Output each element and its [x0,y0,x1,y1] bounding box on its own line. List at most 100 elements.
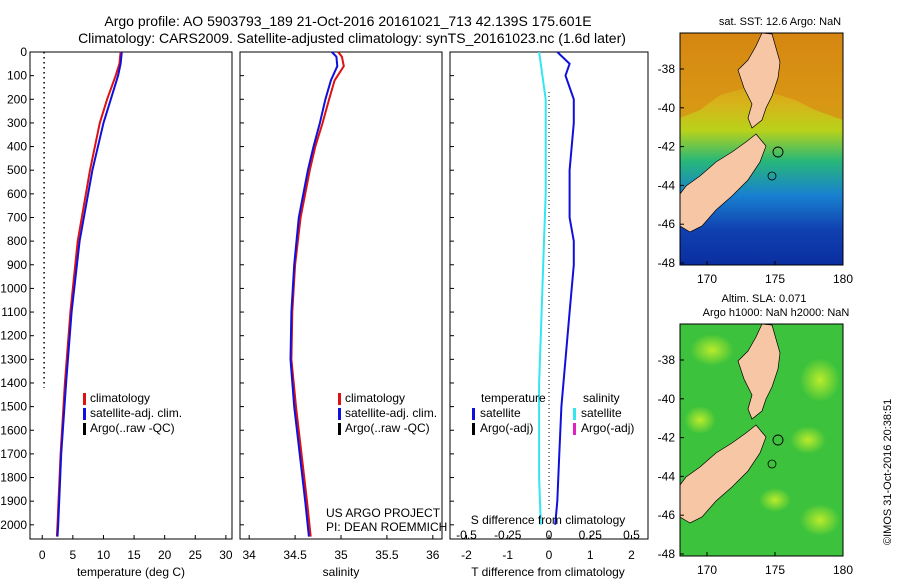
depth-tick-label: 1200 [0,329,27,343]
t-diff-xlabel: T difference from climatology [471,565,625,579]
diff-legend-t-argo-label: Argo(-adj) [480,421,533,435]
depth-tick-label: 1100 [1,305,27,319]
legend-satellite-label: satellite-adj. clim. [90,406,182,420]
sla-float-marker [772,434,784,446]
depth-tick-label: 700 [7,210,27,224]
imos-watermark: ©IMOS 31-Oct-2016 20:38:51 [882,399,894,545]
depth-tick-label: 500 [7,163,27,177]
sla-contour-eddy [767,459,777,469]
sal-xtick-label: 36 [426,548,440,562]
sla-lat-tick-label: -42 [658,431,676,445]
sst-lat-tick-label: -42 [658,140,676,154]
sst-lon-tick-label: 180 [833,272,853,286]
depth-tick-label: 300 [7,116,27,130]
temperature-difference-line [554,51,575,525]
sst-lat-tick-label: -46 [658,217,676,231]
diff-legend-t-satellite-label: satellite [480,406,521,420]
temp-xtick-label: 20 [158,548,172,562]
tdiff-xtick-label: -1 [502,548,513,562]
depth-tick-label: 800 [7,234,27,248]
difference-axes-frame [449,51,649,540]
sdiff-xtick-label: -0.5 [456,528,477,542]
temp-xtick-label: 30 [219,548,233,562]
sal-legend-climatology-label: climatology [345,391,405,405]
sst-lon-tick-label: 175 [765,272,785,286]
legend-satellite-swatch [83,408,86,420]
sla-lon-tick-label: 170 [697,563,717,577]
diff-legend-s-satellite-swatch [573,408,576,420]
sal-xtick-label: 34.5 [283,548,307,562]
depth-tick-label: 1700 [0,447,27,461]
sla-lat-tick-label: -38 [658,353,676,367]
sla-map: Altim. SLA: 0.071 Argo h1000: NaN h2000:… [658,293,854,577]
diff-legend-s-argo-swatch [573,423,576,435]
sdiff-xtick-label: 0.5 [623,528,640,542]
depth-tick-label: 2000 [0,518,27,532]
pi-annotation: PI: DEAN ROEMMICH [326,520,447,534]
salinity-panel: 34 34.5 35 35.5 36 salinity climatology sate… [239,51,447,579]
depth-tick-label: 600 [7,187,27,201]
project-annotation: US ARGO PROJECT [326,506,441,520]
tdiff-xtick-label: 0 [546,548,553,562]
diff-legend-s-argo-label: Argo(-adj) [581,421,634,435]
sst-map: sat. SST: 12.6 Argo: NaN 170 175 180 -38 -40… [658,16,879,286]
sal-legend-satellite-label: satellite-adj. clim. [345,406,437,420]
diff-legend-s-satellite-label: satellite [581,406,622,420]
depth-tick-label: 1500 [0,400,27,414]
depth-tick-label: 1400 [0,376,27,390]
depth-tick-label: 1300 [0,352,27,366]
sst-no-data-strip [843,33,879,265]
tdiff-xtick-label: -2 [461,548,472,562]
sal-legend-climatology-swatch [338,393,341,405]
sst-lat-tick-label: -44 [658,178,676,192]
temp-xtick-label: 5 [70,548,77,562]
sst-south-island [679,133,767,233]
depth-tick-label: 400 [7,140,27,154]
sla-lat-tick-label: -48 [658,547,676,561]
depth-tick-label: 1000 [0,281,27,295]
temp-xtick-label: 25 [189,548,203,562]
sla-map-title-1: Altim. SLA: 0.071 [722,293,807,305]
sla-map-frame [679,323,844,557]
salinity-difference-line [538,51,547,525]
sal-legend-argo-swatch [338,423,341,435]
sst-map-frame [679,32,844,266]
temp-xtick-label: 15 [127,548,141,562]
sal-legend-satellite-swatch [338,408,341,420]
sla-lon-tick-label: 180 [833,563,853,577]
sst-lon-tick-label: 170 [697,272,717,286]
salinity-xlabel: salinity [323,565,360,579]
sdiff-xtick-label: -0.25 [494,528,522,542]
sst-north-island [737,32,781,129]
legend-argo-swatch [83,423,86,435]
sst-float-marker [772,146,784,158]
sla-lon-tick-label: 175 [765,563,785,577]
depth-tick-label: 900 [7,258,27,272]
depth-tick-label: 0 [20,45,27,59]
sal-xtick-label: 34 [243,548,257,562]
difference-panel: -2 -1 0 1 2 -0.5 -0.25 0 0.25 0.5 S difference fr… [449,51,649,579]
sal-legend-argo-label: Argo(..raw -QC) [345,421,430,435]
tdiff-xtick-label: 1 [587,548,594,562]
sla-north-island [737,323,781,420]
depth-tick-label: 1900 [0,494,27,508]
temperature-xlabel: temperature (deg C) [77,565,185,579]
tdiff-xtick-label: 2 [628,548,635,562]
depth-tick-label: 1600 [0,423,27,437]
depth-tick-label: 100 [7,69,27,83]
diff-legend-temperature-header: temperature [481,391,546,405]
temp-xtick-label: 10 [97,548,111,562]
header-line-1: Argo profile: AO 5903793_189 21-Oct-2016… [104,13,591,29]
satellite-temperature-line [56,51,123,537]
legend-climatology-swatch [83,393,86,405]
climatology-temperature-line [55,51,122,537]
sst-lat-tick-label: -48 [658,256,676,270]
sal-xtick-label: 35.5 [375,548,399,562]
sla-lat-tick-label: -44 [658,469,676,483]
sla-map-title-2: Argo h1000: NaN h2000: NaN [703,307,850,319]
legend-climatology-label: climatology [90,391,150,405]
depth-tick-label: 1800 [0,471,27,485]
diff-legend-t-satellite-swatch [472,408,475,420]
satellite-salinity-line [289,51,339,537]
